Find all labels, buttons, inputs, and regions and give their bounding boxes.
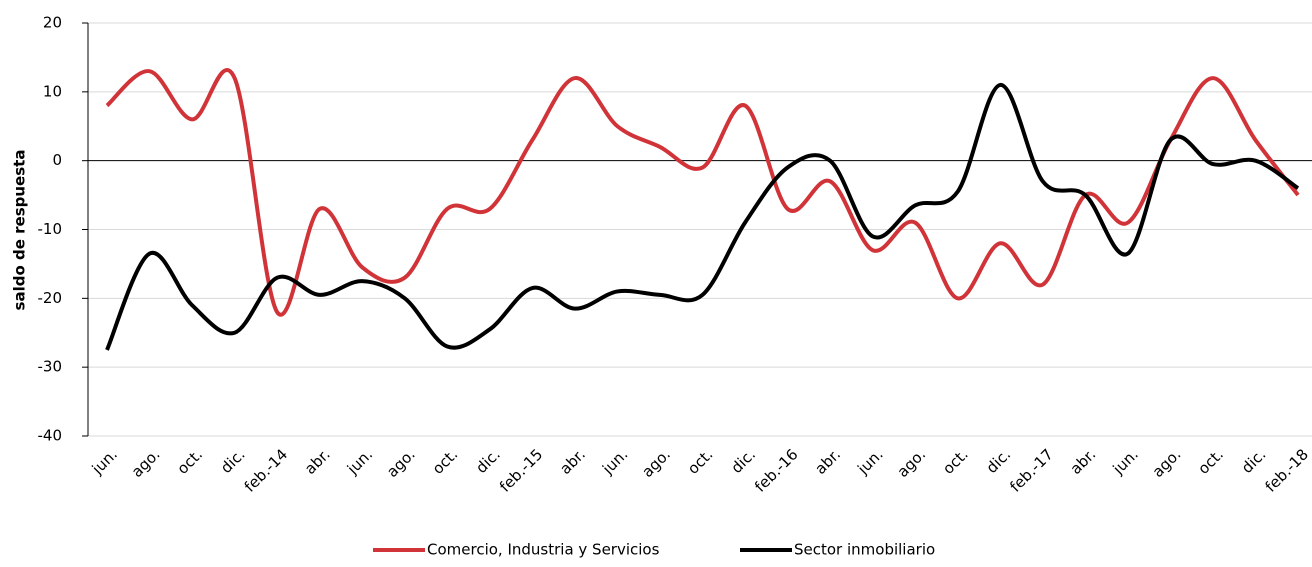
y-tick-label: -40 (38, 427, 63, 445)
line (105, 68, 1300, 317)
x-tick-label: abr. (301, 445, 334, 478)
x-tick-label: abr. (556, 445, 589, 478)
x-tick-label: jun. (88, 445, 121, 478)
x-tick-label: feb.-15 (496, 445, 546, 495)
x-tick-label: ago. (638, 445, 674, 481)
y-tick-label: -10 (38, 220, 63, 238)
y-tick-label: 10 (43, 82, 62, 100)
x-tick-label: dic. (217, 445, 249, 477)
x-tick-label: oct. (1194, 445, 1227, 478)
x-tick-label: dic. (472, 445, 504, 477)
x-tick-label: ago. (1149, 445, 1185, 481)
y-axis-label: saldo de respuesta (11, 150, 29, 311)
x-tick-label: ago. (383, 445, 419, 481)
legend-label: Sector inmobiliario (794, 541, 935, 559)
x-tick-label: oct. (429, 445, 462, 478)
x-tick-label: ago. (128, 445, 164, 481)
x-tick-label: feb.-14 (241, 445, 291, 495)
x-tick-label: oct. (684, 445, 717, 478)
y-tick-label: 20 (43, 14, 62, 32)
x-tick-label: jun. (598, 445, 631, 478)
x-tick-label: dic. (727, 445, 759, 477)
x-tick-label: oct. (173, 445, 206, 478)
x-tick-label: jun. (853, 445, 886, 478)
x-tick-label: abr. (1067, 445, 1100, 478)
x-tick-label: jun. (1109, 445, 1142, 478)
legend-label: Comercio, Industria y Servicios (427, 541, 660, 559)
x-tick-label: oct. (939, 445, 972, 478)
y-tick-label: -30 (38, 358, 63, 376)
x-tick-label: jun. (343, 445, 376, 478)
x-tick-label: dic. (1238, 445, 1270, 477)
x-tick-label: feb.-17 (1006, 445, 1056, 495)
y-tick-label: 0 (52, 151, 62, 169)
x-tick-label: feb.-18 (1262, 445, 1312, 495)
line (105, 82, 1300, 351)
y-tick-label: -20 (38, 289, 63, 307)
x-tick-label: abr. (811, 445, 844, 478)
x-tick-label: dic. (983, 445, 1015, 477)
x-tick-label: ago. (894, 445, 930, 481)
x-tick-label: feb.-16 (751, 445, 801, 495)
